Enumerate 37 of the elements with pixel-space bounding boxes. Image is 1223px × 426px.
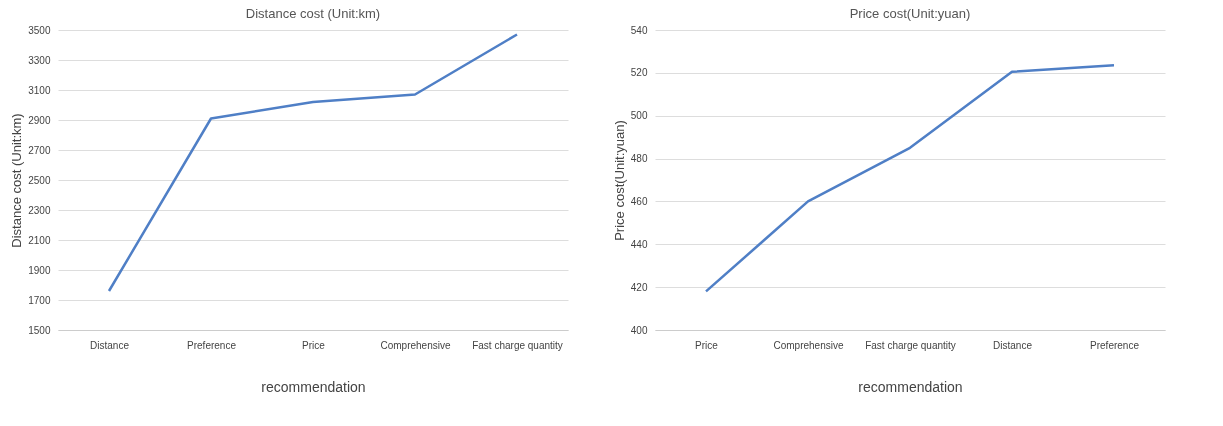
- y-tick-label: 3300: [28, 54, 51, 66]
- x-tick-label: Fast charge quantity: [865, 339, 956, 351]
- x-tick-label: Preference: [187, 339, 237, 351]
- x-tick-label: Comprehensive: [380, 339, 451, 351]
- x-tick-label: Price: [302, 339, 326, 351]
- y-tick-label: 480: [630, 153, 648, 165]
- x-tick-label: Distance: [993, 339, 1033, 351]
- y-tick-label: 2100: [28, 234, 51, 246]
- x-tick-label: Fast charge quantity: [472, 339, 563, 351]
- y-tick-label: 3100: [28, 84, 51, 96]
- y-axis-title: Price cost(Unit:yuan): [611, 120, 627, 241]
- line-series: [704, 64, 1116, 293]
- y-tick-label: 440: [630, 238, 648, 250]
- y-tick-label: 500: [630, 110, 648, 122]
- x-tick-label: Distance: [90, 339, 130, 351]
- y-tick-label: 520: [630, 67, 648, 79]
- x-tick-label: Price: [695, 339, 719, 351]
- y-tick-label: 2300: [28, 204, 51, 216]
- y-tick-label: 3500: [28, 24, 51, 36]
- x-tick-label: Preference: [1090, 339, 1140, 351]
- y-tick-label: 460: [630, 195, 648, 207]
- y-tick-label: 2700: [28, 144, 51, 156]
- y-tick-label: 1900: [28, 264, 51, 276]
- chart-title: Price cost(Unit:yuan): [849, 6, 971, 21]
- y-tick-label: 2900: [28, 114, 51, 126]
- y-axis-title: Distance cost (Unit:km): [9, 113, 25, 248]
- y-tick-label: 420: [630, 281, 648, 293]
- x-axis-title: recommendation: [261, 378, 366, 395]
- x-axis-title: recommendation: [858, 378, 963, 395]
- line-series: [107, 33, 519, 293]
- x-tick-label: Comprehensive: [773, 339, 844, 351]
- y-tick-label: 400: [630, 324, 648, 336]
- y-tick-label: 540: [630, 24, 648, 36]
- y-tick-label: 1700: [28, 294, 51, 306]
- y-tick-label: 2500: [28, 174, 51, 186]
- y-tick-label: 1500: [28, 324, 51, 336]
- chart-title: Distance cost (Unit:km): [245, 6, 381, 21]
